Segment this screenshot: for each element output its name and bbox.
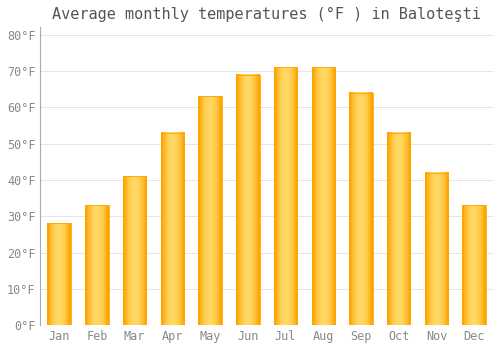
Bar <box>48 223 71 325</box>
Bar <box>85 205 108 325</box>
Bar <box>350 93 372 325</box>
Bar <box>387 133 410 325</box>
Bar <box>312 67 335 325</box>
Bar <box>236 75 260 325</box>
Bar <box>462 205 486 325</box>
Bar <box>123 176 146 325</box>
Bar <box>198 96 222 325</box>
Title: Average monthly temperatures (°F ) in Baloteşti: Average monthly temperatures (°F ) in Ba… <box>52 7 481 22</box>
Bar <box>160 133 184 325</box>
Bar <box>425 173 448 325</box>
Bar <box>274 67 297 325</box>
